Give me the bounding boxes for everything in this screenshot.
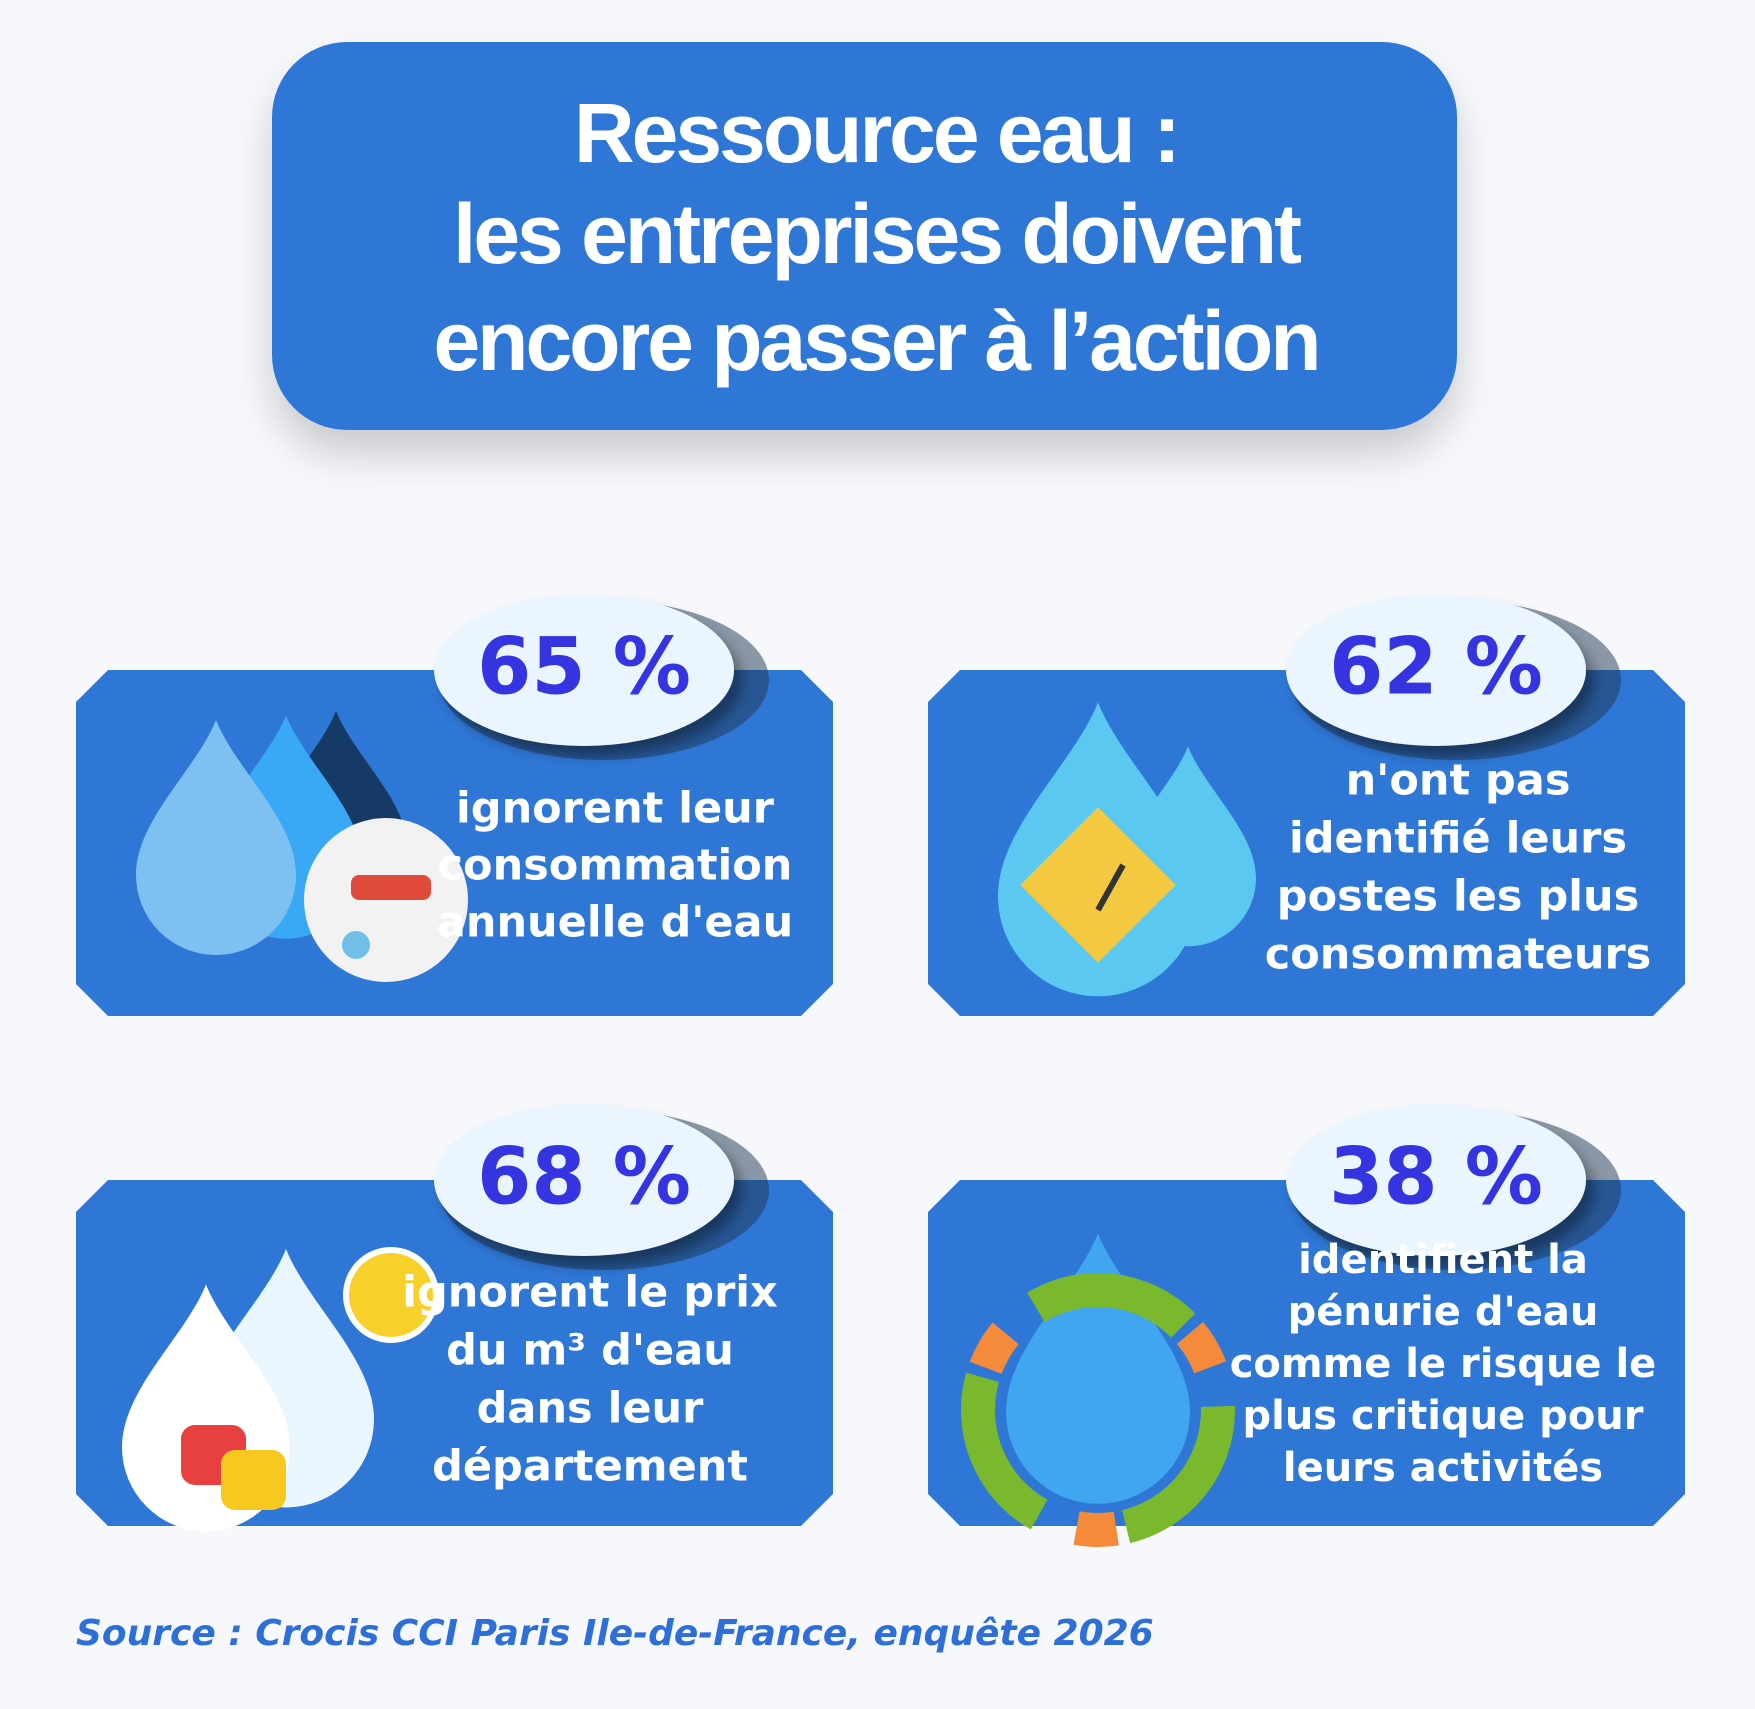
recycle-icon (961, 1273, 1235, 1547)
card-text: identifié leurs (1289, 814, 1627, 864)
card-text: postes les plus (1277, 872, 1639, 922)
percent-value: 62 % (1329, 622, 1543, 712)
card-text: leurs activités (1283, 1445, 1603, 1491)
title-box (272, 42, 1457, 430)
recycle-icon (961, 1273, 1235, 1547)
stat-card: 38 % identifient la pénurie d'eau comme le … (928, 1104, 1685, 1547)
card-text: ignorent leur (456, 784, 775, 834)
card-text: annuelle d'eau (437, 898, 793, 948)
card-text: consommation (438, 841, 793, 891)
source: Source : Crocis CCI Paris Ile-de-France,… (76, 1613, 1154, 1654)
percent-bubble (1286, 1104, 1586, 1256)
card-text: pénurie d'eau (1288, 1289, 1599, 1335)
tap-icon (351, 875, 431, 900)
question-icon (221, 1450, 286, 1510)
card-text: comme le risque le (1230, 1341, 1657, 1387)
tap-drop (342, 931, 370, 959)
card-text: consommateurs (1265, 930, 1652, 980)
percent-bubble (434, 594, 734, 746)
title-line: encore passer à l’action (433, 294, 1318, 388)
card-text: plus critique pour (1242, 1393, 1643, 1439)
percent-bubble (434, 1104, 734, 1256)
stat-card: 65 % ignorent leur consommation annuelle d'… (76, 594, 833, 1016)
percent-bubble (1286, 594, 1586, 746)
title-line: les entreprises doivent (453, 187, 1301, 281)
card-text: du m³ d'eau (446, 1326, 734, 1376)
card-text: dans leur (477, 1384, 704, 1434)
card-text: ignorent le prix (402, 1268, 778, 1318)
card-text: n'ont pas (1346, 756, 1571, 806)
drop-icon (1006, 1233, 1190, 1504)
percent-value: 65 % (477, 622, 691, 712)
drop-icon (136, 720, 296, 955)
stat-card: 62 % n'ont pas identifié leurs postes les p… (928, 594, 1685, 1016)
euro-icon (343, 1247, 439, 1343)
percent-value: 38 % (1329, 1132, 1543, 1222)
percent-value: 68 % (477, 1132, 691, 1222)
stat-card: 68 % ignorent le prix du m³ d'eau dans leur… (76, 1104, 833, 1532)
card-text: identifient la (1298, 1237, 1588, 1283)
gauge-needle (1095, 863, 1126, 912)
card-text: département (432, 1442, 748, 1492)
title-line: Ressource eau : (574, 86, 1178, 180)
gauge-icon (1020, 807, 1176, 963)
